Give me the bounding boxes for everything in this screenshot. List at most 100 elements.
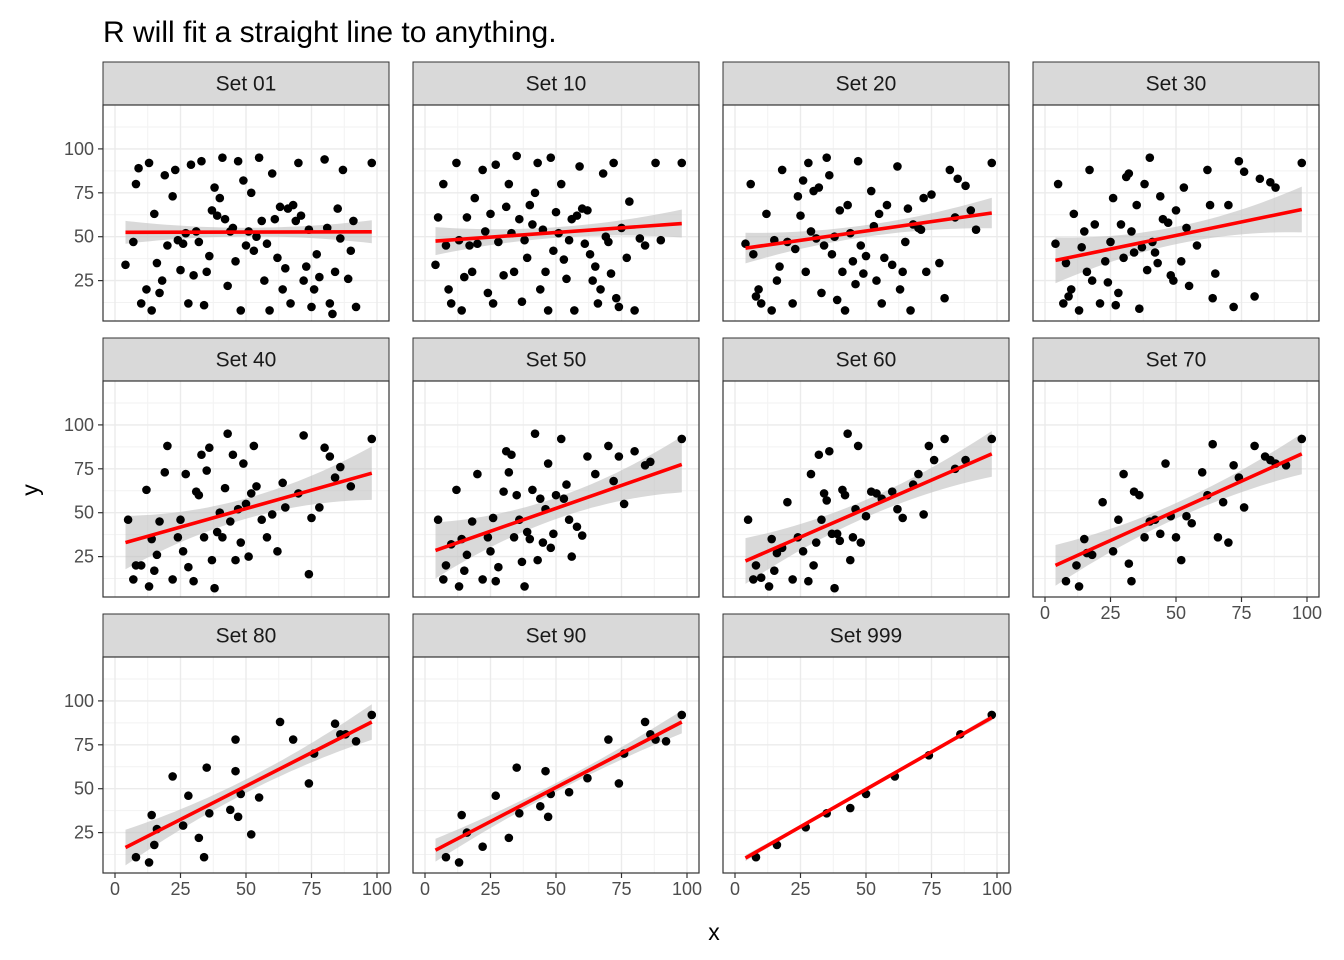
data-point [288, 200, 298, 210]
data-point [1090, 220, 1100, 229]
facet-strip [102, 61, 390, 106]
data-point [806, 469, 816, 479]
data-point [351, 302, 361, 312]
data-point [551, 207, 561, 217]
data-point [1182, 223, 1191, 233]
data-point [1108, 193, 1118, 203]
data-point [478, 165, 487, 175]
data-point [349, 216, 358, 226]
data-point [184, 791, 193, 801]
data-point [1229, 460, 1238, 470]
data-point [486, 209, 495, 219]
data-point [136, 561, 146, 570]
x-tick-label: 100 [672, 879, 702, 899]
data-point [1132, 200, 1141, 210]
data-point [499, 271, 508, 280]
data-point [246, 489, 256, 498]
data-point [1155, 529, 1165, 539]
data-point [1150, 248, 1160, 257]
data-point [804, 576, 813, 586]
data-point [843, 200, 852, 210]
data-point [840, 306, 850, 315]
data-point [312, 249, 322, 259]
data-point [210, 183, 219, 192]
data-point [577, 531, 587, 540]
data-point [593, 299, 603, 308]
data-point [872, 276, 881, 285]
facet-label: Set 20 [836, 73, 897, 96]
data-point [619, 499, 629, 509]
y-tick-label: 50 [74, 779, 94, 799]
x-tick-label: 25 [170, 879, 190, 899]
data-point [465, 241, 474, 250]
data-point [751, 561, 761, 570]
data-point [325, 299, 335, 308]
facet-panel: Set 90 0 25 50 75 100 [412, 613, 702, 899]
data-point [491, 160, 501, 170]
data-point [783, 497, 792, 507]
data-point [478, 575, 487, 584]
x-tick-label: 100 [1292, 603, 1322, 623]
data-point [270, 214, 280, 224]
data-point [1137, 242, 1147, 252]
data-point [504, 833, 514, 843]
data-point [898, 513, 907, 523]
data-point [184, 562, 193, 572]
data-point [507, 450, 516, 460]
data-point [320, 155, 329, 164]
data-point [832, 529, 842, 539]
facet-strip [722, 337, 1010, 382]
data-point [1119, 253, 1128, 263]
data-point [220, 214, 230, 224]
data-point [294, 158, 303, 168]
data-point [322, 223, 332, 233]
data-point [304, 569, 314, 579]
regression-line [434, 462, 683, 553]
data-point [1051, 239, 1060, 249]
regression-line [435, 221, 682, 243]
data-point [1163, 218, 1173, 227]
data-point [1297, 434, 1307, 444]
data-point [535, 494, 545, 503]
facet-panel: Set 01 25 50 75 100 [64, 61, 390, 322]
data-point [927, 190, 936, 199]
data-point [1114, 515, 1123, 525]
y-tick-label: 25 [74, 823, 94, 843]
data-point [814, 450, 824, 460]
data-point [281, 503, 290, 512]
data-point [273, 547, 282, 556]
y-tick-label: 75 [74, 735, 94, 755]
data-point [231, 256, 240, 266]
x-tick-label: 50 [856, 879, 876, 899]
data-point [541, 766, 550, 776]
data-point [859, 269, 868, 278]
data-point [572, 522, 582, 532]
data-point [546, 543, 556, 553]
x-tick-label: 0 [730, 879, 740, 899]
facet-strip [1032, 337, 1320, 382]
data-point [236, 306, 246, 315]
data-point [157, 276, 167, 285]
data-point [441, 561, 451, 570]
data-point [367, 158, 377, 168]
y-tick-label: 50 [74, 227, 94, 247]
data-point [160, 468, 170, 477]
data-point [848, 532, 858, 542]
data-point [197, 156, 206, 166]
data-point [919, 193, 928, 203]
data-point [549, 246, 558, 256]
data-point [1224, 538, 1233, 547]
data-point [543, 459, 553, 468]
data-point [480, 227, 490, 236]
data-point [825, 446, 834, 456]
regression-line [124, 720, 373, 850]
data-point [454, 858, 464, 867]
data-point [473, 239, 482, 249]
data-point [903, 204, 913, 213]
facet-panel: Set 30 [1032, 61, 1320, 322]
data-point [1229, 302, 1238, 312]
data-point [1161, 459, 1170, 468]
facet-panel: Set 40 25 50 75 100 [64, 337, 390, 598]
data-point [129, 237, 138, 247]
panel-border [102, 104, 390, 322]
